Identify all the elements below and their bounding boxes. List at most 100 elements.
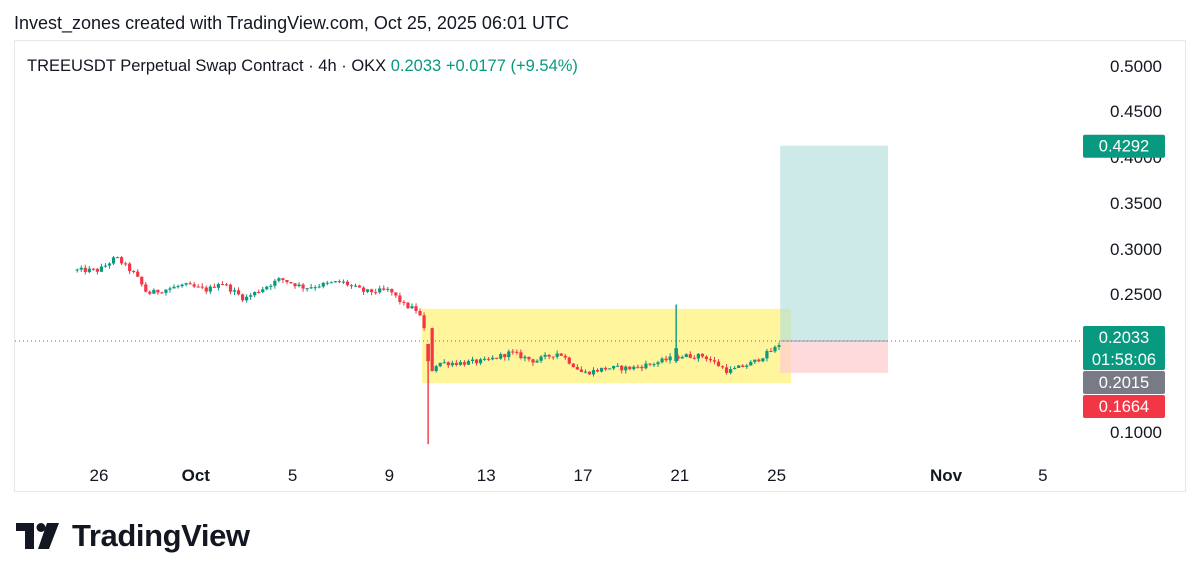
candle <box>591 369 596 375</box>
candle <box>716 361 721 367</box>
candle <box>111 257 116 264</box>
candle <box>91 268 95 270</box>
candle <box>196 286 200 288</box>
candle <box>478 359 483 364</box>
candle <box>491 357 495 360</box>
candle <box>773 346 777 352</box>
candle <box>249 295 253 297</box>
x-tick-label: Nov <box>930 466 963 485</box>
candle <box>180 284 184 287</box>
candle <box>579 369 583 372</box>
candle <box>325 282 329 284</box>
spike-candle-2 <box>674 348 678 362</box>
long-position-loss-zone <box>780 341 888 373</box>
candle <box>317 286 321 288</box>
candle <box>293 283 297 287</box>
candle <box>628 366 632 370</box>
candle <box>563 355 567 358</box>
candle <box>535 360 539 363</box>
candle <box>487 358 491 360</box>
candle <box>724 367 729 373</box>
candle <box>79 267 83 270</box>
candle <box>737 365 741 368</box>
entry-price-badge: 0.2015 <box>1083 371 1165 394</box>
candle <box>616 365 620 367</box>
candle <box>353 285 358 287</box>
candle <box>474 359 479 364</box>
x-tick-label: 26 <box>90 466 109 485</box>
candle <box>656 362 660 365</box>
candle <box>640 366 644 369</box>
candle <box>75 269 79 271</box>
candle <box>499 354 503 359</box>
candle <box>531 359 535 363</box>
candle <box>507 351 511 358</box>
chart-title: TREEUSDT Perpetual Swap Contract · 4h · … <box>27 57 578 75</box>
candle <box>676 356 680 359</box>
candle <box>757 359 761 362</box>
candle <box>232 290 237 292</box>
candle <box>733 367 737 370</box>
candle <box>160 292 164 294</box>
y-tick-label: 0.5000 <box>1110 57 1162 76</box>
candle <box>430 328 434 372</box>
candle <box>632 366 636 370</box>
tradingview-logo-text: TradingView <box>72 518 250 553</box>
candle <box>349 285 354 287</box>
candle <box>547 354 551 357</box>
target-price-badge: 0.4292 <box>1083 134 1165 158</box>
price-chart[interactable]: TREEUSDT Perpetual Swap Contract · 4h · … <box>15 41 1185 491</box>
candle <box>434 366 438 372</box>
candle <box>273 280 277 286</box>
candle <box>511 351 515 353</box>
candle <box>636 366 640 368</box>
candle <box>712 360 717 362</box>
long-position-profit-zone <box>780 145 888 341</box>
tradingview-logo: TradingView <box>16 518 250 554</box>
candle <box>402 301 406 303</box>
tradingview-logo-icon <box>16 523 59 549</box>
candle <box>422 315 426 329</box>
candle <box>366 289 370 292</box>
candle <box>700 353 704 357</box>
candle <box>466 360 471 365</box>
candle <box>729 369 733 373</box>
candle <box>87 268 91 273</box>
y-tick-label: 0.3000 <box>1110 240 1162 259</box>
candle <box>603 367 608 370</box>
candle <box>329 282 333 284</box>
candle <box>220 284 225 286</box>
candle <box>749 361 753 366</box>
candle <box>176 286 180 288</box>
candle <box>313 287 317 289</box>
candle <box>103 265 108 267</box>
candle <box>660 358 664 363</box>
candle <box>192 284 196 287</box>
candle <box>297 284 301 287</box>
candle <box>644 363 648 369</box>
candle <box>382 288 386 290</box>
candle <box>152 289 156 294</box>
candle <box>345 281 350 286</box>
candle <box>245 296 249 301</box>
last-price-value: 0.2033 <box>391 57 446 75</box>
candle <box>720 366 725 368</box>
candle <box>745 365 749 367</box>
candle <box>446 362 450 366</box>
candle <box>83 267 87 273</box>
candle <box>555 353 559 357</box>
candle <box>543 354 547 357</box>
candle <box>212 286 216 288</box>
candle <box>124 263 128 265</box>
candle <box>495 357 499 359</box>
candle <box>551 356 555 358</box>
candle <box>309 287 313 289</box>
x-tick-label: Oct <box>182 466 211 485</box>
stop-price-badge: 0.1664 <box>1083 395 1165 418</box>
candle <box>172 286 176 289</box>
candle <box>571 363 575 368</box>
candle <box>539 356 543 361</box>
candle <box>144 284 148 292</box>
candle <box>442 362 446 364</box>
candle <box>394 292 398 296</box>
